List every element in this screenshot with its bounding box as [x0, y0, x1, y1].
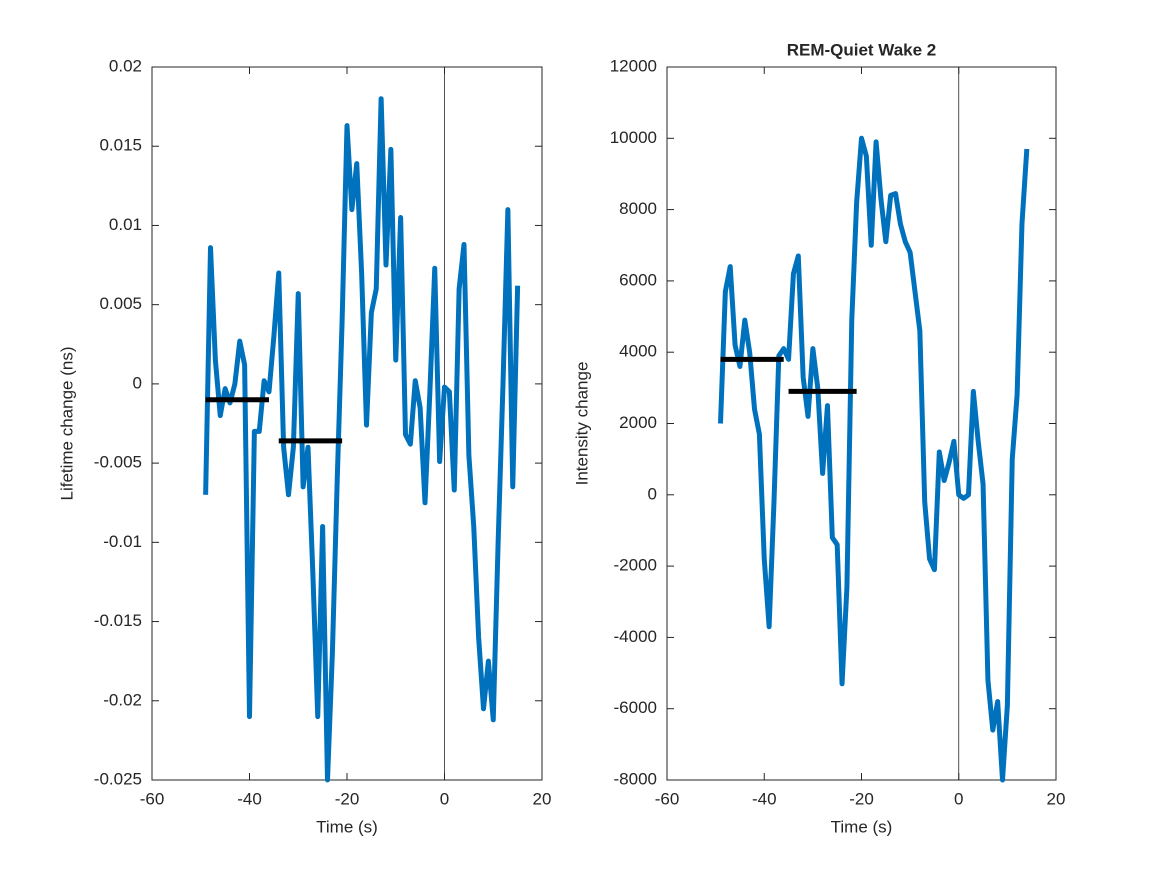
- x-tick-label: 0: [954, 789, 963, 808]
- x-axis-label: Time (s): [316, 817, 378, 836]
- chart-title: REM-Quiet Wake 2: [787, 40, 937, 59]
- data-line: [203, 96, 521, 783]
- y-tick-label: 4000: [619, 342, 657, 361]
- x-tick-label: -40: [752, 789, 777, 808]
- x-tick-label: -20: [335, 789, 360, 808]
- x-tick-label: 20: [533, 789, 552, 808]
- y-tick-label: 8000: [619, 199, 657, 218]
- y-tick-label: -0.025: [94, 769, 142, 788]
- y-tick-label: 6000: [619, 270, 657, 289]
- x-tick-label: -20: [849, 789, 874, 808]
- data-line: [717, 135, 1030, 783]
- y-tick-label: 12000: [610, 56, 657, 75]
- y-tick-label: 0: [133, 373, 142, 392]
- y-axis-label: Intensity change: [572, 362, 591, 486]
- x-tick-label: -60: [140, 789, 165, 808]
- y-tick-label: 0.01: [109, 215, 142, 234]
- x-tick-label: 20: [1047, 789, 1066, 808]
- y-tick-label: -8000: [614, 769, 657, 788]
- y-tick-label: 2000: [619, 413, 657, 432]
- y-tick-label: -0.015: [94, 611, 142, 630]
- y-tick-label: -0.005: [94, 453, 142, 472]
- y-tick-label: 0.005: [99, 294, 142, 313]
- x-tick-label: 0: [440, 789, 449, 808]
- x-tick-label: -40: [237, 789, 262, 808]
- y-tick-label: 0: [648, 484, 657, 503]
- y-tick-label: 0.015: [99, 136, 142, 155]
- x-axis-label: Time (s): [831, 817, 893, 836]
- y-tick-label: 0.02: [109, 56, 142, 75]
- x-tick-label: -60: [655, 789, 680, 808]
- y-tick-label: -0.02: [103, 690, 142, 709]
- y-tick-label: -2000: [614, 556, 657, 575]
- y-tick-label: 10000: [610, 128, 657, 147]
- y-axis-label: Lifetime change (ns): [57, 346, 76, 500]
- y-tick-label: -6000: [614, 698, 657, 717]
- axes-box: [666, 66, 1057, 781]
- y-tick-label: -4000: [614, 627, 657, 646]
- y-tick-label: -0.01: [103, 532, 142, 551]
